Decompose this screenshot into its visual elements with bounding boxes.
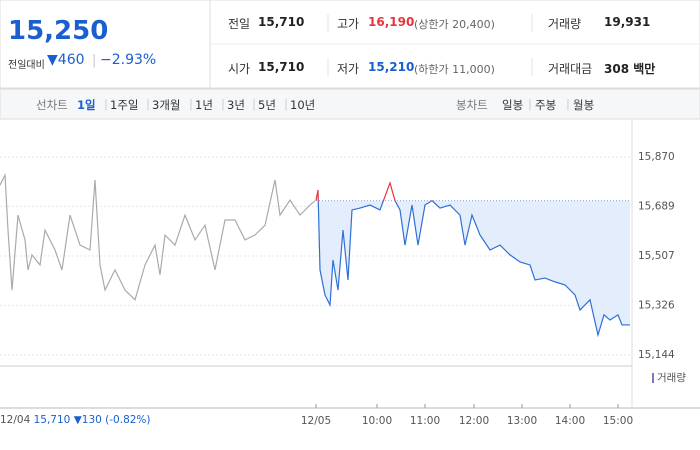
- tab[interactable]: 1년: [195, 98, 213, 112]
- footer-change: 130: [81, 414, 102, 426]
- tab[interactable]: 3개월: [152, 98, 181, 112]
- x-tick-label: 10:00: [362, 415, 392, 427]
- tab-separator: |: [252, 97, 256, 111]
- stat-note: (상한가 20,400): [414, 18, 495, 31]
- change-value: 460: [57, 52, 85, 68]
- y-tick-label: 15,870: [638, 151, 675, 163]
- stat-value: 15,710: [258, 15, 305, 29]
- x-tick-label: 15:00: [603, 415, 633, 427]
- stat-value: 19,931: [604, 15, 651, 29]
- x-tick-label: 12/05: [301, 415, 331, 427]
- separator: |: [92, 53, 97, 68]
- line: [315, 200, 630, 338]
- tab[interactable]: 월봉: [573, 98, 595, 112]
- tab[interactable]: 1주일: [110, 98, 139, 112]
- line: [0, 172, 316, 301]
- area-fill: [316, 200, 630, 336]
- tab-group-label: 선차트: [36, 98, 68, 112]
- tab-group-label: 봉차트: [456, 98, 488, 112]
- footer: 12/04 15,710 ▼130 (-0.82%): [0, 414, 151, 426]
- stat-note: (하한가 11,000): [414, 63, 495, 76]
- y-tick-label: 15,689: [638, 200, 675, 212]
- stat-label: 저가: [337, 62, 360, 76]
- tab[interactable]: 5년: [258, 98, 276, 112]
- tab-separator: |: [189, 97, 193, 111]
- tab[interactable]: 주봉: [535, 98, 557, 112]
- stat-value: 308 백만: [604, 62, 656, 76]
- tab-separator: |: [566, 97, 570, 111]
- legend-swatch: [652, 373, 654, 383]
- x-tick-label: 12:00: [459, 415, 489, 427]
- y-tick-label: 15,326: [638, 299, 675, 311]
- stat-label: 시가: [228, 62, 251, 76]
- price: 15,250: [8, 16, 109, 46]
- tab[interactable]: 3년: [227, 98, 245, 112]
- x-tick-label: 11:00: [410, 415, 440, 427]
- stat-label: 전일: [228, 17, 251, 31]
- stat-value: 16,190: [368, 15, 415, 29]
- tab-separator: |: [146, 97, 150, 111]
- footer-price: 15,710: [33, 414, 71, 426]
- down-icon: ▼: [73, 414, 82, 426]
- change: ▼460: [47, 52, 85, 68]
- footer-date: 12/04: [0, 414, 31, 426]
- volume-legend: 거래량: [657, 372, 686, 384]
- tab[interactable]: 일봉: [502, 98, 524, 112]
- tab[interactable]: 1일: [77, 98, 96, 112]
- stat-value: 15,210: [368, 60, 415, 74]
- tab-separator: |: [221, 97, 225, 111]
- tab-separator: |: [528, 97, 532, 111]
- stat-label: 거래량: [548, 17, 582, 31]
- change-label: 전일대비: [8, 60, 45, 71]
- change-pct: −2.93%: [100, 52, 157, 68]
- x-tick-label: 13:00: [507, 415, 537, 427]
- tab-separator: |: [284, 97, 288, 111]
- stat-label: 고가: [337, 17, 360, 31]
- footer-pct: (-0.82%): [105, 414, 151, 426]
- y-tick-label: 15,507: [638, 250, 675, 262]
- y-tick-label: 15,144: [638, 349, 675, 361]
- stat-value: 15,710: [258, 60, 305, 74]
- stat-label: 거래대금: [548, 62, 593, 76]
- down-icon: ▼: [47, 52, 58, 68]
- tab-separator: |: [104, 97, 108, 111]
- tab[interactable]: 10년: [290, 98, 316, 112]
- tab-bar: [0, 88, 700, 120]
- x-tick-label: 14:00: [555, 415, 585, 427]
